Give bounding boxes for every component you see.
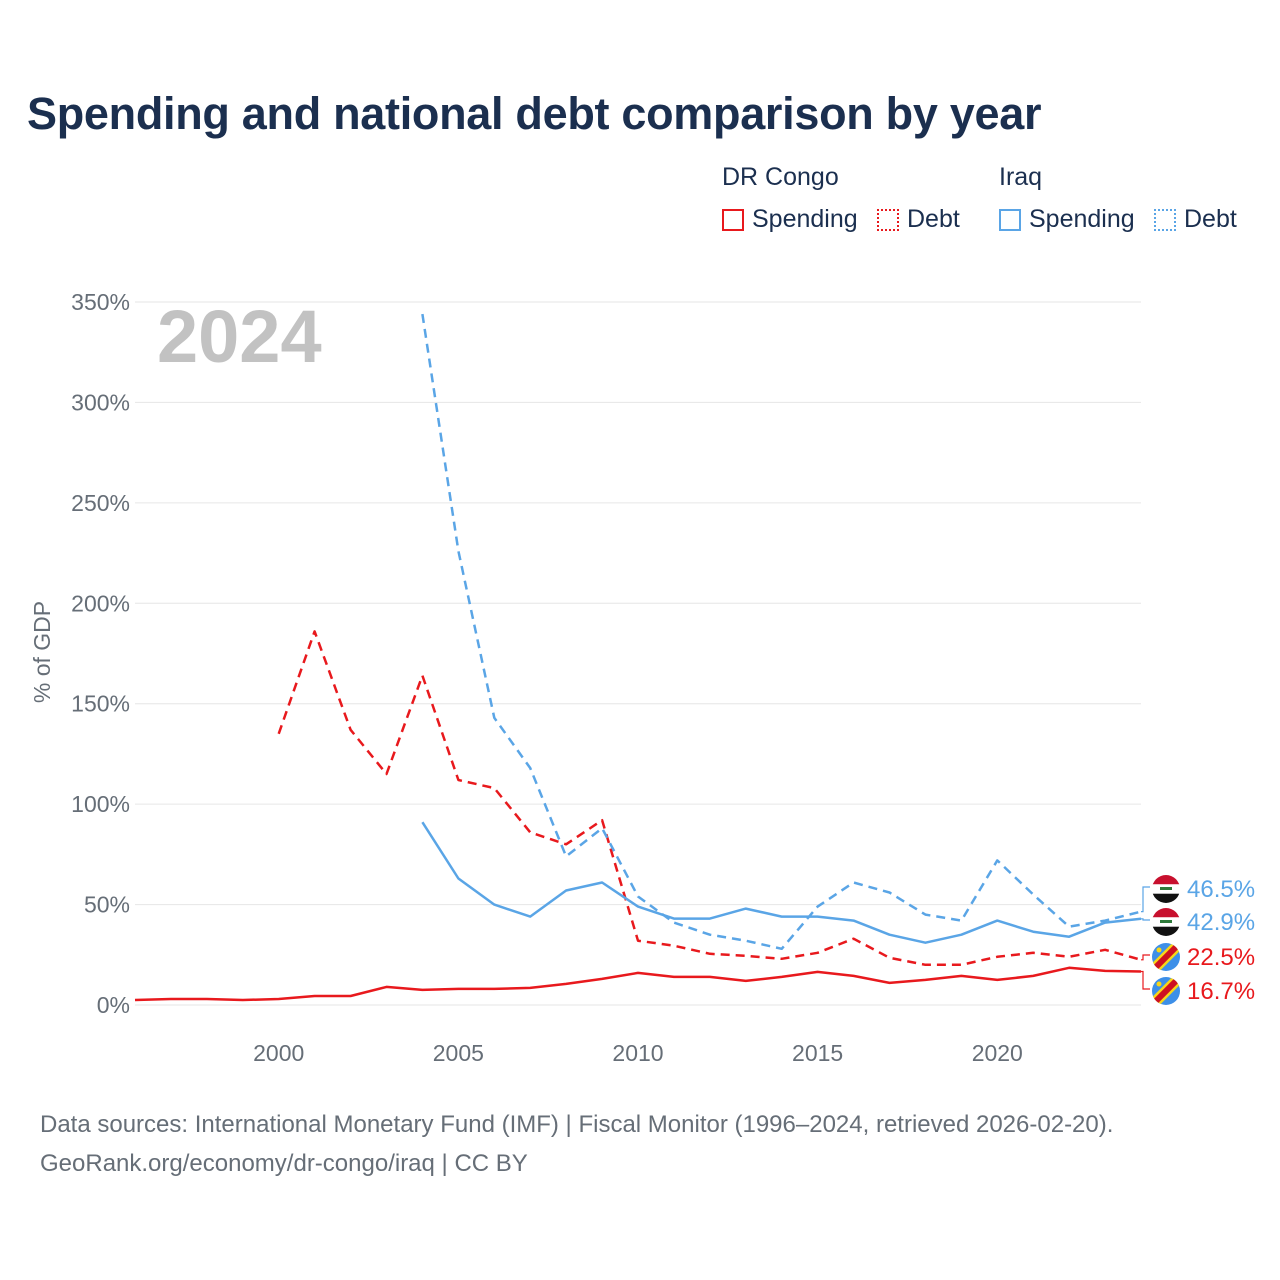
legend-label: Debt [1184, 205, 1237, 233]
solid-line-swatch-icon [722, 208, 744, 231]
series-lines [134, 313, 1142, 1002]
source-link[interactable]: GeoRank.org/economy/dr-congo/iraq | CC B… [40, 1150, 528, 1177]
series-line-iraq-spending[interactable] [421, 821, 1142, 944]
legend-item-dr-congo-spending[interactable]: Spending [722, 205, 858, 234]
end-labels: 16.7% 22.5% 42.9% 46.5% [1141, 875, 1255, 1005]
legend-group-dr-congo: DR Congo [722, 163, 839, 191]
y-tick-label: 150% [71, 691, 130, 717]
legend-group-iraq: Iraq [999, 163, 1043, 191]
series-line-iraq-debt[interactable] [421, 313, 1142, 951]
end-label-iraq-spending: 42.9% [1141, 908, 1255, 936]
line-chart: 0%50%100%150%200%250%300%350% 2000 2005 20… [29, 289, 1255, 1066]
y-tick-label: 250% [71, 490, 130, 516]
chart-title: Spending and national debt comparison by… [27, 88, 1042, 139]
x-tick-label: 2010 [612, 1040, 663, 1066]
source-note: Data sources: International Monetary Fun… [40, 1105, 1113, 1183]
x-tick-label: 2015 [792, 1040, 843, 1066]
end-value-label: 46.5% [1187, 876, 1255, 903]
legend-item-iraq-debt[interactable]: Debt [1154, 205, 1237, 234]
legend-item-dr-congo-debt[interactable]: Debt [877, 205, 960, 234]
y-axis-ticks: 0% 50% 100% 150% 200% 250% 300% 350% [71, 289, 130, 1018]
iraq-flag-icon [1152, 908, 1180, 936]
y-axis-label: % of GDP [29, 601, 55, 703]
y-tick-label: 200% [71, 590, 130, 616]
y-tick-label: 50% [84, 892, 130, 918]
y-tick-label: 350% [71, 289, 130, 315]
dotted-line-swatch-icon [877, 208, 899, 231]
legend-label: Spending [1029, 205, 1135, 233]
source-line: Data sources: International Monetary Fun… [40, 1111, 1114, 1138]
y-tick-label: 300% [71, 389, 130, 415]
series-line-dr-congo-spending[interactable] [134, 966, 1142, 1002]
iraq-flag-icon [1152, 875, 1180, 903]
x-axis-ticks: 2000 2005 2010 2015 2020 [253, 1040, 1023, 1066]
end-value-label: 16.7% [1187, 978, 1255, 1005]
year-watermark: 2024 [157, 295, 322, 378]
solid-line-swatch-icon [999, 208, 1021, 231]
dr-congo-flag-icon [1152, 977, 1180, 1005]
end-label-iraq-debt: 46.5% [1141, 875, 1255, 913]
end-value-label: 42.9% [1187, 909, 1255, 936]
series-line-dr-congo-debt[interactable] [277, 630, 1142, 967]
dr-congo-flag-icon [1152, 943, 1180, 971]
end-label-dr-congo-debt: 22.5% [1141, 943, 1255, 971]
dotted-line-swatch-icon [1154, 208, 1176, 231]
legend-label: Debt [907, 205, 960, 233]
end-value-label: 22.5% [1187, 944, 1255, 971]
y-tick-label: 100% [71, 791, 130, 817]
end-label-dr-congo-spending: 16.7% [1141, 970, 1255, 1005]
x-tick-label: 2005 [433, 1040, 484, 1066]
grid-lines [135, 301, 1141, 1006]
x-tick-label: 2020 [972, 1040, 1023, 1066]
legend-item-iraq-spending[interactable]: Spending [999, 205, 1135, 234]
legend-label: Spending [752, 205, 858, 233]
x-tick-label: 2000 [253, 1040, 304, 1066]
y-tick-label: 0% [97, 992, 130, 1018]
